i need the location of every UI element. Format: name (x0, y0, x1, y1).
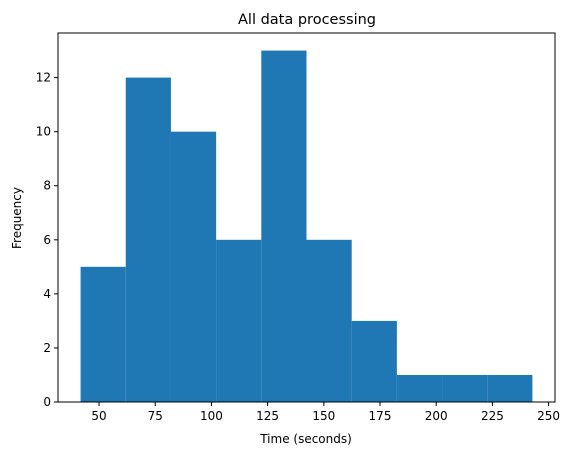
histogram-bar-4 (216, 239, 262, 402)
x-tick-label: 175 (369, 409, 392, 423)
y-tick-label: 2 (43, 341, 51, 355)
histogram-bars (80, 50, 533, 402)
histogram-bar-6 (306, 239, 352, 402)
y-axis-ticks: 0 2 4 6 8 10 12 (36, 71, 58, 409)
y-tick-label: 10 (36, 125, 51, 139)
histogram-bar-9 (442, 374, 488, 402)
y-tick-label: 12 (36, 71, 51, 85)
x-tick-label: 100 (200, 409, 223, 423)
x-axis-label: Time (seconds) (259, 432, 352, 446)
histogram-bar-3 (170, 131, 217, 402)
y-axis-label: Frequency (10, 187, 24, 249)
x-tick-label: 75 (148, 409, 163, 423)
x-tick-label: 50 (91, 409, 106, 423)
x-tick-label: 125 (256, 409, 279, 423)
x-axis-ticks: 50 75 100 125 150 175 200 225 250 (91, 402, 560, 423)
y-tick-label: 8 (43, 179, 51, 193)
histogram-bar-8 (396, 374, 443, 402)
x-tick-label: 200 (425, 409, 448, 423)
chart-title: All data processing (238, 12, 376, 28)
histogram-bar-10 (487, 374, 533, 402)
histogram-bar-2 (125, 77, 171, 402)
x-tick-label: 250 (537, 409, 560, 423)
y-tick-label: 6 (43, 233, 51, 247)
x-tick-label: 225 (481, 409, 504, 423)
x-tick-label: 150 (312, 409, 335, 423)
histogram-bar-1 (80, 266, 126, 402)
y-tick-label: 0 (43, 395, 51, 409)
histogram-bar-7 (351, 320, 397, 402)
plot-frame (57, 32, 556, 403)
y-tick-label: 4 (43, 287, 51, 301)
histogram-bar-5 (261, 50, 307, 402)
